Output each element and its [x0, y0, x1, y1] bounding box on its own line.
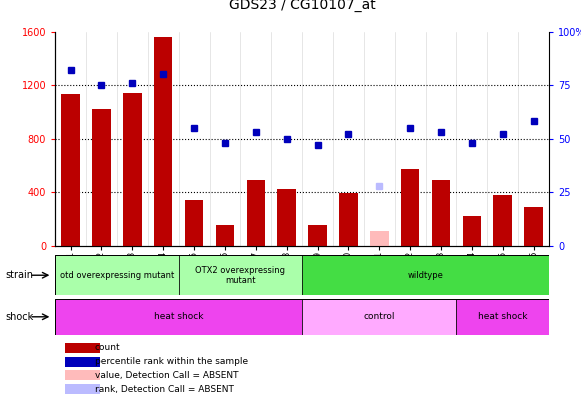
Bar — [370, 232, 389, 246]
Bar — [401, 169, 419, 246]
Bar — [339, 193, 358, 246]
Bar — [123, 93, 142, 246]
Bar — [65, 343, 100, 353]
Bar — [154, 37, 173, 246]
Bar — [432, 180, 450, 246]
Bar — [493, 195, 512, 246]
Bar — [65, 385, 100, 394]
Bar — [55, 299, 302, 335]
Bar — [179, 255, 302, 295]
Bar — [278, 189, 296, 246]
Bar — [309, 225, 327, 246]
Text: heat shock: heat shock — [478, 312, 528, 321]
Text: shock: shock — [6, 312, 34, 322]
Text: value, Detection Call = ABSENT: value, Detection Call = ABSENT — [95, 371, 238, 380]
Bar — [185, 200, 203, 246]
Bar — [92, 109, 111, 246]
Bar — [302, 299, 457, 335]
Bar — [55, 255, 179, 295]
Text: otd overexpressing mutant: otd overexpressing mutant — [60, 271, 174, 280]
Bar — [457, 299, 549, 335]
Bar — [65, 371, 100, 381]
Text: percentile rank within the sample: percentile rank within the sample — [95, 357, 248, 366]
Text: control: control — [364, 312, 395, 321]
Text: count: count — [95, 343, 120, 352]
Text: rank, Detection Call = ABSENT: rank, Detection Call = ABSENT — [95, 385, 234, 394]
Bar — [216, 225, 234, 246]
Bar — [62, 95, 80, 246]
Text: GDS23 / CG10107_at: GDS23 / CG10107_at — [229, 0, 375, 12]
Bar — [462, 216, 481, 246]
Text: wildtype: wildtype — [408, 271, 443, 280]
Bar — [302, 255, 549, 295]
Text: OTX2 overexpressing
mutant: OTX2 overexpressing mutant — [195, 266, 285, 285]
Bar — [65, 357, 100, 367]
Bar — [524, 207, 543, 246]
Bar — [246, 180, 265, 246]
Text: heat shock: heat shock — [154, 312, 203, 321]
Text: strain: strain — [6, 270, 34, 280]
